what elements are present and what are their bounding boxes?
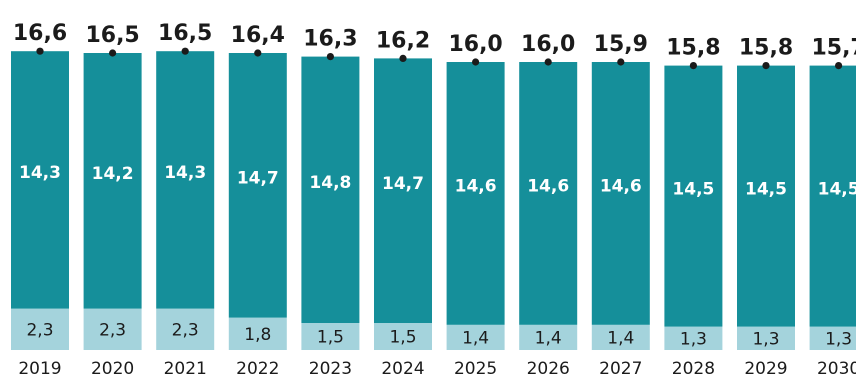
bar-top-marker: [689, 62, 698, 70]
x-tick-label: 2030: [817, 359, 856, 378]
segment-label-top: 14,5: [818, 179, 856, 199]
segment-label-top: 14,3: [164, 163, 206, 183]
x-tick-label: 2021: [164, 359, 207, 378]
segment-label-bottom: 1,4: [462, 328, 489, 348]
segment-label-top: 14,6: [600, 177, 642, 197]
bar-top-marker: [36, 47, 44, 55]
x-tick-label: 2027: [599, 359, 642, 378]
x-tick-label: 2019: [18, 359, 61, 378]
total-label: 15,7: [811, 36, 856, 61]
bar-segment-top: [156, 51, 215, 309]
segment-label-bottom: 1,4: [607, 328, 634, 348]
x-tick-label: 2023: [309, 359, 352, 378]
segment-label-top: 14,6: [455, 177, 497, 197]
segment-label-top: 14,7: [237, 168, 279, 188]
bar-top-marker: [254, 49, 262, 57]
bar-segment-bottom: [591, 324, 650, 350]
bar-segment-top: [737, 65, 795, 327]
segment-label-top: 14,7: [382, 174, 424, 194]
segment-label-bottom: 1,5: [317, 328, 344, 348]
segment-label-bottom: 1,5: [389, 328, 416, 348]
bar-segment-bottom: [156, 308, 215, 350]
total-label: 16,2: [376, 28, 430, 53]
bar-segment-bottom: [809, 326, 856, 350]
total-label: 15,8: [666, 36, 720, 61]
bar-segment-top: [446, 62, 505, 325]
x-tick-label: 2028: [672, 359, 715, 378]
segment-label-bottom: 2,3: [99, 320, 126, 340]
x-tick-label: 2026: [527, 359, 570, 378]
segment-label-bottom: 2,3: [26, 320, 53, 340]
bar-segment-bottom: [83, 308, 142, 350]
segment-label-top: 14,8: [309, 173, 351, 193]
bar-top-marker: [762, 62, 770, 70]
total-label: 16,5: [158, 21, 212, 46]
bar-segment-bottom: [446, 324, 505, 350]
segment-label-bottom: 1,3: [752, 329, 779, 349]
bar-top-marker: [109, 49, 117, 57]
x-tick-label: 2029: [744, 359, 787, 378]
total-label: 16,0: [521, 32, 575, 57]
total-label: 16,4: [231, 23, 285, 48]
segment-label-top: 14,6: [527, 177, 569, 197]
segment-label-top: 14,5: [672, 179, 714, 199]
bar-segment-bottom: [301, 323, 360, 350]
bar-segment-bottom: [228, 317, 287, 350]
segment-label-top: 14,3: [19, 163, 61, 183]
segment-label-bottom: 1,3: [825, 329, 852, 349]
bar-segment-bottom: [737, 326, 795, 350]
segment-label-bottom: 1,8: [244, 325, 271, 345]
total-label: 15,9: [594, 32, 648, 57]
x-tick-label: 2024: [381, 359, 424, 378]
total-label: 16,5: [85, 23, 139, 48]
bar-segment-bottom: [519, 324, 578, 350]
segment-label-bottom: 1,3: [680, 329, 707, 349]
bar-segment-top: [809, 65, 856, 327]
bar-segment-bottom: [664, 326, 723, 350]
segment-label-top: 14,2: [92, 164, 134, 184]
total-label: 16,3: [303, 27, 357, 52]
bar-segment-top: [374, 58, 432, 324]
bar-segment-top: [664, 65, 723, 327]
total-label: 16,0: [448, 32, 502, 57]
segment-label-bottom: 1,4: [535, 328, 562, 348]
bar-top-marker: [399, 54, 407, 63]
bar-top-marker: [617, 58, 625, 66]
x-tick-label: 2025: [454, 359, 497, 378]
bar-segment-top: [301, 56, 360, 323]
bar-segment-top: [591, 62, 650, 325]
bar-segment-top: [519, 62, 578, 325]
bar-segment-top: [83, 53, 142, 309]
segment-label-top: 14,5: [745, 179, 787, 199]
total-label: 16,6: [13, 21, 67, 46]
bar-top-marker: [326, 53, 334, 61]
bar-top-marker: [544, 58, 552, 66]
bar-segment-top: [228, 53, 287, 318]
x-tick-label: 2020: [91, 359, 134, 378]
total-label: 15,8: [739, 36, 793, 61]
bar-top-marker: [181, 47, 189, 55]
bar-top-marker: [835, 62, 843, 70]
bar-segment-bottom: [11, 308, 69, 350]
x-tick-label: 2022: [236, 359, 279, 378]
bar-segment-top: [11, 51, 69, 309]
bar-segment-bottom: [374, 323, 432, 350]
bar-top-marker: [472, 58, 480, 66]
segment-label-bottom: 2,3: [172, 320, 199, 340]
